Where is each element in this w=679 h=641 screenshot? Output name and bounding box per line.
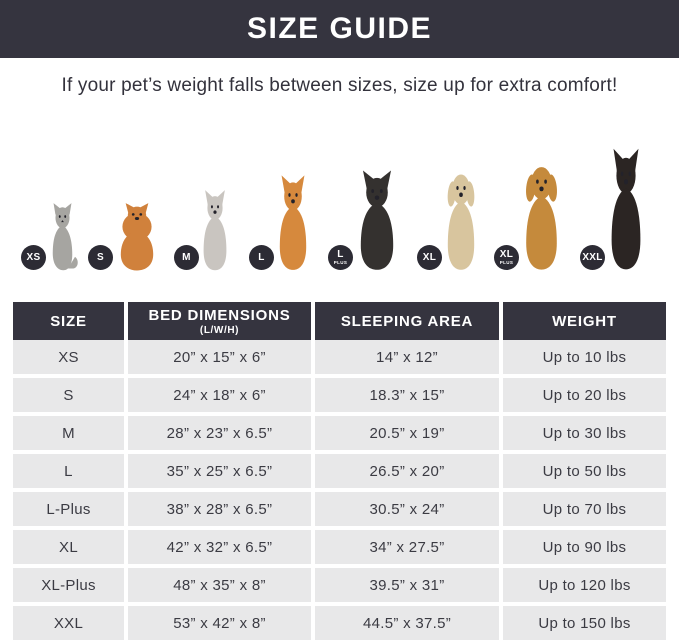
column-header-weight: WEIGHT bbox=[503, 302, 666, 340]
pet-size-illustrations: XS S M L L PLUS XL bbox=[0, 122, 679, 272]
sleeping-area-cell: 30.5” x 24” bbox=[315, 492, 499, 526]
size-badge-label: XS bbox=[26, 251, 41, 263]
size-cell: M bbox=[13, 416, 124, 450]
size-cell: XL bbox=[13, 530, 124, 564]
size-cell: XS bbox=[13, 340, 124, 374]
sleeping-area-cell: 34” x 27.5” bbox=[315, 530, 499, 564]
animal-french-bulldog-m: M bbox=[174, 189, 234, 272]
size-badge-xl: XL bbox=[417, 245, 442, 270]
size-guide-table: SIZE BED DIMENSIONS (L/W/H) SLEEPING ARE… bbox=[13, 302, 666, 640]
golden-retriever-illustration-icon bbox=[516, 159, 567, 272]
doberman-illustration-icon bbox=[602, 147, 650, 272]
column-header-label: WEIGHT bbox=[552, 312, 617, 330]
size-badge-s: S bbox=[88, 245, 113, 270]
bed-dimensions-cell: 20” x 15” x 6” bbox=[128, 340, 311, 374]
size-cell: L-Plus bbox=[13, 492, 124, 526]
size-cell: L bbox=[13, 454, 124, 488]
border-collie-illustration-icon bbox=[350, 169, 404, 272]
size-badge-xs: XS bbox=[21, 245, 46, 270]
size-badge-label: L bbox=[337, 248, 344, 260]
column-header-bed-dimensions: BED DIMENSIONS (L/W/H) bbox=[128, 302, 311, 340]
animal-cat-xs: XS bbox=[21, 202, 82, 272]
column-header-label: SLEEPING AREA bbox=[340, 312, 474, 330]
cat-illustration-icon bbox=[43, 202, 82, 272]
size-cell: XXL bbox=[13, 606, 124, 640]
sleeping-area-cell: 14” x 12” bbox=[315, 340, 499, 374]
column-header-size: SIZE bbox=[13, 302, 124, 340]
page-title: SIZE GUIDE bbox=[246, 12, 433, 45]
size-badge-sublabel: PLUS bbox=[499, 259, 514, 265]
animal-golden-retriever-xl-plus: XL PLUS bbox=[494, 159, 567, 272]
sleeping-area-cell: 44.5” x 37.5” bbox=[315, 606, 499, 640]
size-badge-label: XL bbox=[422, 251, 437, 263]
sleeping-area-cell: 20.5” x 19” bbox=[315, 416, 499, 450]
size-badge-label: XL bbox=[499, 248, 514, 260]
size-badge-label: XXL bbox=[582, 251, 603, 263]
animal-pomeranian-s: S bbox=[88, 200, 164, 272]
french-bulldog-illustration-icon bbox=[196, 189, 234, 272]
subtitle-text: If your pet’s weight falls between sizes… bbox=[61, 75, 618, 96]
animal-shiba-l: L bbox=[249, 174, 315, 272]
size-cell: S bbox=[13, 378, 124, 412]
column-header-sublabel: (L/W/H) bbox=[199, 324, 240, 336]
animal-doberman-xxl: XXL bbox=[580, 147, 650, 272]
size-cell: XL-Plus bbox=[13, 568, 124, 602]
header-band: SIZE GUIDE bbox=[0, 0, 679, 58]
bed-dimensions-cell: 24” x 18” x 6” bbox=[128, 378, 311, 412]
size-badge-label: S bbox=[97, 251, 104, 263]
weight-cell: Up to 150 lbs bbox=[503, 606, 666, 640]
weight-cell: Up to 50 lbs bbox=[503, 454, 666, 488]
size-badge-label: L bbox=[258, 251, 265, 263]
animal-labrador-xl: XL bbox=[417, 167, 483, 272]
bed-dimensions-cell: 42” x 32” x 6.5” bbox=[128, 530, 311, 564]
labrador-illustration-icon bbox=[439, 167, 483, 272]
column-header-label: BED DIMENSIONS bbox=[148, 306, 291, 324]
bed-dimensions-cell: 53” x 42” x 8” bbox=[128, 606, 311, 640]
weight-cell: Up to 90 lbs bbox=[503, 530, 666, 564]
weight-cell: Up to 20 lbs bbox=[503, 378, 666, 412]
size-badge-l-plus: L PLUS bbox=[328, 245, 353, 270]
weight-cell: Up to 120 lbs bbox=[503, 568, 666, 602]
column-header-sleeping-area: SLEEPING AREA bbox=[315, 302, 499, 340]
bed-dimensions-cell: 35” x 25” x 6.5” bbox=[128, 454, 311, 488]
bed-dimensions-cell: 28” x 23” x 6.5” bbox=[128, 416, 311, 450]
weight-cell: Up to 30 lbs bbox=[503, 416, 666, 450]
sleeping-area-cell: 26.5” x 20” bbox=[315, 454, 499, 488]
sleeping-area-cell: 18.3” x 15” bbox=[315, 378, 499, 412]
size-badge-xxl: XXL bbox=[580, 245, 605, 270]
bed-dimensions-cell: 48” x 35” x 8” bbox=[128, 568, 311, 602]
size-badge-label: M bbox=[182, 251, 191, 263]
size-badge-l: L bbox=[249, 245, 274, 270]
animal-border-collie-l-plus: L PLUS bbox=[328, 169, 404, 272]
bed-dimensions-cell: 38” x 28” x 6.5” bbox=[128, 492, 311, 526]
weight-cell: Up to 70 lbs bbox=[503, 492, 666, 526]
shiba-illustration-icon bbox=[271, 174, 315, 272]
pomeranian-illustration-icon bbox=[110, 200, 164, 272]
sleeping-area-cell: 39.5” x 31” bbox=[315, 568, 499, 602]
column-header-label: SIZE bbox=[50, 312, 87, 330]
weight-cell: Up to 10 lbs bbox=[503, 340, 666, 374]
size-badge-m: M bbox=[174, 245, 199, 270]
size-badge-sublabel: PLUS bbox=[333, 259, 348, 265]
size-badge-xl-plus: XL PLUS bbox=[494, 245, 519, 270]
